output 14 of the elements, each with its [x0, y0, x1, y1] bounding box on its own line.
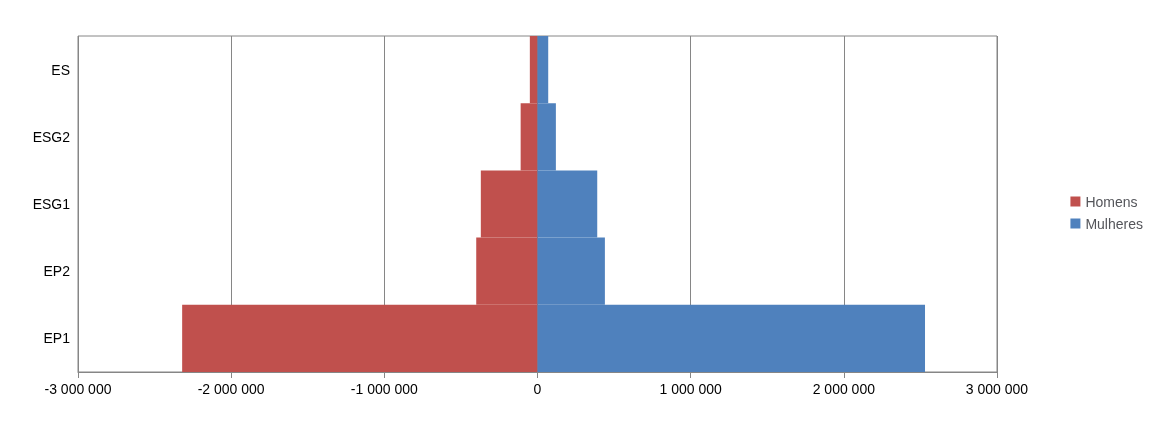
y-tick-label: EP2 [43, 263, 71, 280]
legend-label: Homens [1085, 193, 1138, 210]
x-tick-label: -1 000 000 [350, 381, 419, 397]
y-tick-label: EP1 [43, 330, 71, 347]
x-tick-label: 2 000 000 [812, 381, 876, 397]
x-tick-label: 1 000 000 [659, 381, 723, 397]
x-tick-label: -2 000 000 [197, 381, 265, 397]
y-tick-label: ES [51, 61, 70, 78]
y-tick-label: ESG2 [32, 128, 71, 145]
x-tick-label: -3 000 000 [44, 381, 112, 397]
x-tick-label: 0 [533, 381, 542, 397]
x-tick-label: 3 000 000 [965, 381, 1029, 397]
y-tick-label: ESG1 [32, 196, 71, 212]
legend-label: Mulheres [1085, 215, 1144, 232]
